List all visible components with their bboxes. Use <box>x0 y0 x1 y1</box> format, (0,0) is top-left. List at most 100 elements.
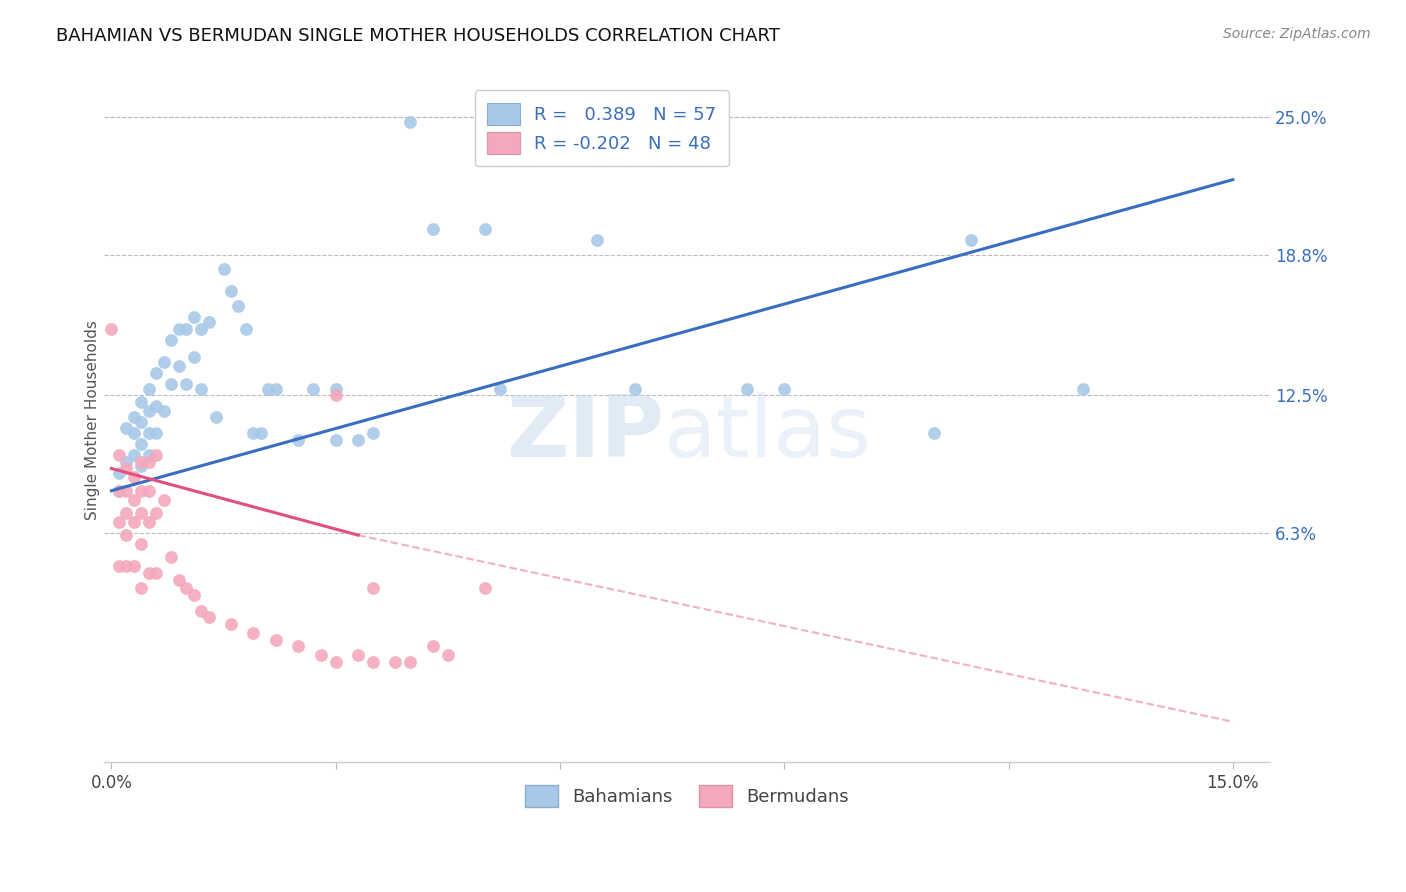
Point <box>152 355 174 369</box>
Point <box>122 559 145 574</box>
Point <box>145 448 167 462</box>
Point <box>115 455 138 469</box>
Point <box>287 639 309 653</box>
Point <box>145 399 167 413</box>
Point <box>264 382 287 396</box>
Point <box>257 382 280 396</box>
Point <box>138 382 160 396</box>
Point <box>205 410 228 425</box>
Point <box>100 321 122 335</box>
Point <box>190 382 212 396</box>
Point <box>129 437 152 451</box>
Point <box>174 321 197 335</box>
Point <box>489 382 512 396</box>
Point <box>197 610 219 624</box>
Point <box>145 506 167 520</box>
Point <box>138 483 160 498</box>
Point <box>309 648 332 662</box>
Point <box>302 382 325 396</box>
Text: Source: ZipAtlas.com: Source: ZipAtlas.com <box>1223 27 1371 41</box>
Point <box>183 588 205 602</box>
Point <box>167 359 190 374</box>
Point <box>145 366 167 380</box>
Point <box>160 333 183 347</box>
Point <box>108 559 131 574</box>
Point <box>115 528 138 542</box>
Point <box>437 648 460 662</box>
Point <box>129 455 152 469</box>
Point <box>129 459 152 474</box>
Point <box>138 566 160 580</box>
Point <box>325 382 347 396</box>
Point <box>122 470 145 484</box>
Point <box>735 382 758 396</box>
Point <box>242 425 264 440</box>
Text: BAHAMIAN VS BERMUDAN SINGLE MOTHER HOUSEHOLDS CORRELATION CHART: BAHAMIAN VS BERMUDAN SINGLE MOTHER HOUSE… <box>56 27 780 45</box>
Point <box>287 433 309 447</box>
Point <box>325 388 347 402</box>
Point <box>108 483 131 498</box>
Point <box>115 421 138 435</box>
Point <box>138 403 160 417</box>
Point <box>197 315 219 329</box>
Point <box>183 351 205 365</box>
Point <box>115 483 138 498</box>
Point <box>174 582 197 596</box>
Point <box>212 261 235 276</box>
Point <box>347 648 370 662</box>
Point <box>586 233 609 247</box>
Point <box>190 604 212 618</box>
Text: atlas: atlas <box>664 392 872 475</box>
Point <box>174 377 197 392</box>
Point <box>152 492 174 507</box>
Point <box>138 448 160 462</box>
Point <box>122 410 145 425</box>
Point <box>108 448 131 462</box>
Point <box>129 415 152 429</box>
Point <box>219 284 242 298</box>
Point <box>160 377 183 392</box>
Point <box>399 655 422 669</box>
Point <box>129 483 152 498</box>
Point <box>108 483 131 498</box>
Point <box>145 566 167 580</box>
Point <box>122 425 145 440</box>
Point <box>1073 382 1095 396</box>
Point <box>361 655 384 669</box>
Point <box>129 394 152 409</box>
Point <box>361 425 384 440</box>
Point <box>160 550 183 565</box>
Point <box>122 448 145 462</box>
Point <box>115 461 138 475</box>
Text: ZIP: ZIP <box>506 392 664 475</box>
Point <box>384 655 406 669</box>
Point <box>422 221 444 235</box>
Point <box>145 425 167 440</box>
Point <box>167 573 190 587</box>
Point <box>399 115 422 129</box>
Point <box>115 506 138 520</box>
Point <box>347 433 370 447</box>
Point <box>167 321 190 335</box>
Point <box>264 632 287 647</box>
Point <box>922 425 945 440</box>
Point <box>960 233 983 247</box>
Point <box>138 515 160 529</box>
Point <box>219 617 242 632</box>
Point <box>773 382 796 396</box>
Point <box>108 466 131 480</box>
Point <box>122 492 145 507</box>
Point <box>152 403 174 417</box>
Point <box>325 433 347 447</box>
Point <box>422 639 444 653</box>
Point <box>361 582 384 596</box>
Point <box>325 655 347 669</box>
Point <box>138 455 160 469</box>
Point <box>474 582 496 596</box>
Point <box>129 506 152 520</box>
Point <box>115 559 138 574</box>
Point <box>474 221 496 235</box>
Point <box>228 299 250 313</box>
Point <box>623 382 645 396</box>
Point <box>242 626 264 640</box>
